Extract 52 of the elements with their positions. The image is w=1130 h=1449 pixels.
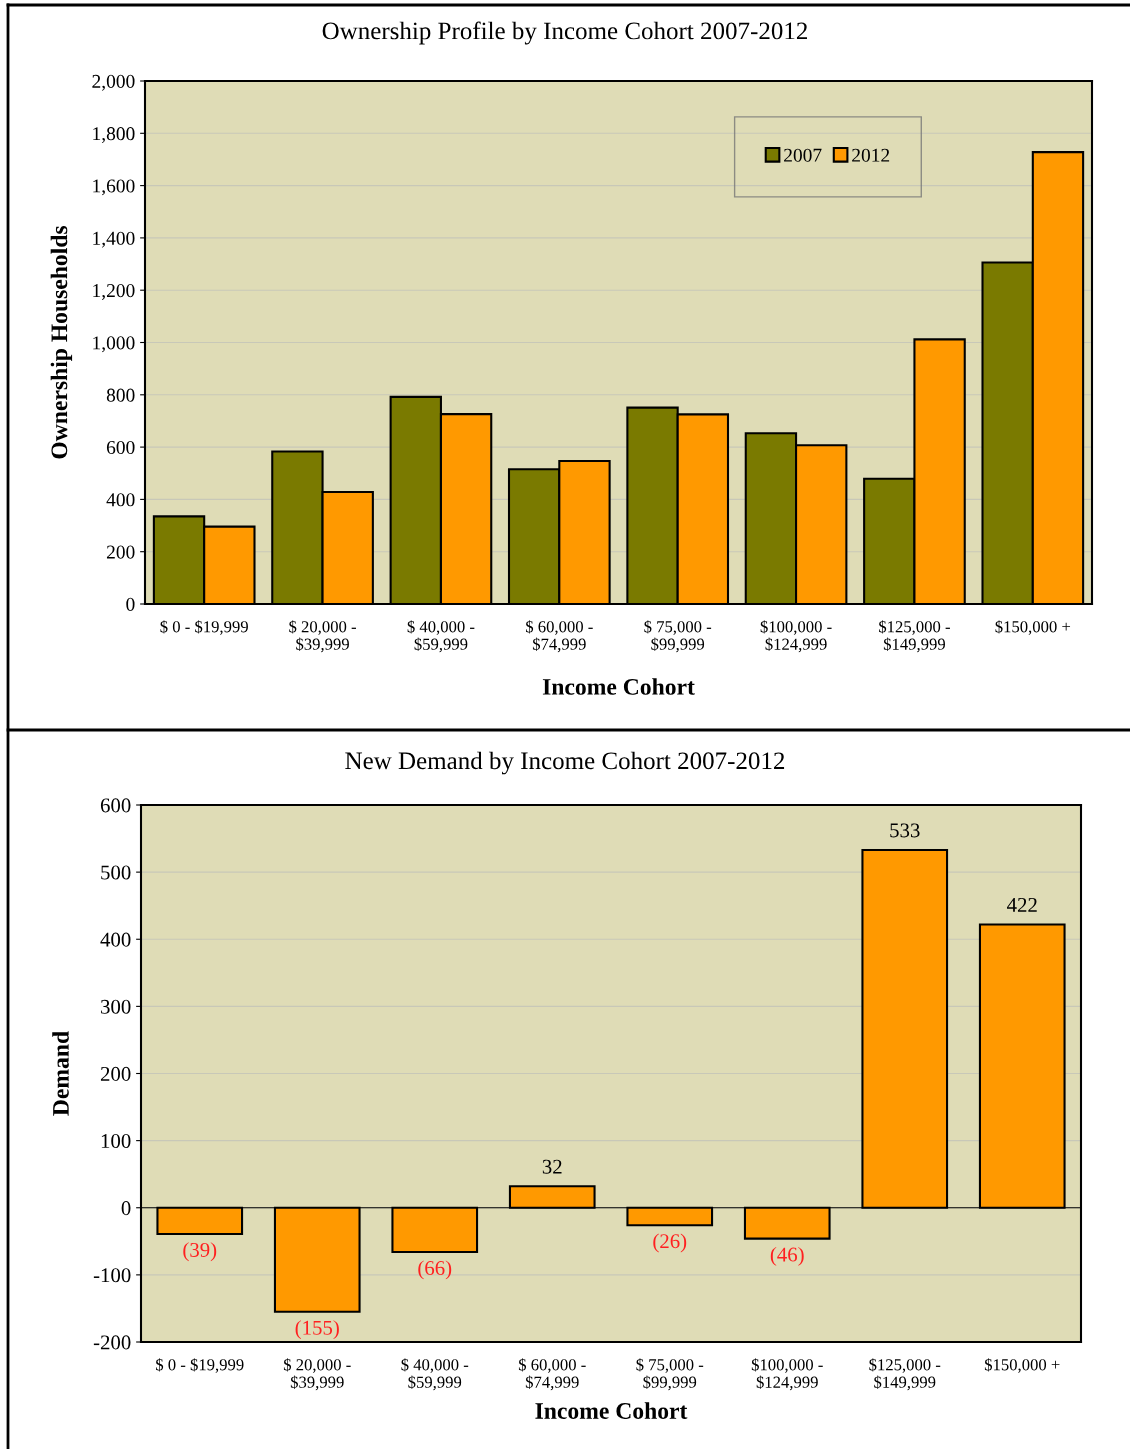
x-tick-label: $125,000 - $149,999 bbox=[869, 1358, 941, 1391]
x-tick-label: $150,000 + bbox=[984, 1358, 1060, 1373]
x-tick-label: $150,000 + bbox=[995, 620, 1071, 635]
y-tick-label: -100 bbox=[93, 1268, 131, 1283]
y-tick-label: 400 bbox=[100, 932, 131, 947]
data-label: (66) bbox=[418, 1260, 452, 1280]
x-axis-title: Income Cohort bbox=[535, 1402, 688, 1419]
y-axis-title: Demand bbox=[52, 1031, 69, 1116]
data-label: 422 bbox=[1007, 897, 1037, 912]
y-tick-label: 1,000 bbox=[93, 336, 135, 353]
x-tick-label: $ 20,000 - $39,999 bbox=[289, 620, 356, 653]
y-tick-label: 400 bbox=[106, 493, 135, 507]
x-tick-label: $ 40,000 - $59,999 bbox=[407, 620, 475, 653]
y-tick-label: 800 bbox=[106, 388, 135, 402]
data-label: (39) bbox=[183, 1242, 217, 1262]
legend-label: 2007 bbox=[784, 148, 822, 162]
chart-title: New Demand by Income Cohort 2007-2012 bbox=[345, 751, 785, 775]
y-tick-label: -200 bbox=[93, 1335, 131, 1350]
data-label: (26) bbox=[653, 1233, 687, 1253]
y-tick-label: 200 bbox=[106, 545, 135, 559]
y-tick-label: 600 bbox=[100, 798, 131, 813]
y-tick-label: 1,400 bbox=[93, 231, 135, 248]
y-tick-label: 200 bbox=[100, 1066, 131, 1081]
y-tick-label: 1,800 bbox=[93, 127, 135, 144]
data-label: (155) bbox=[295, 1320, 339, 1340]
x-tick-label: $ 75,000 - $99,999 bbox=[636, 1358, 704, 1391]
y-tick-label: 1,200 bbox=[93, 284, 135, 300]
y-tick-label: 0 bbox=[126, 597, 135, 611]
y-tick-label: 100 bbox=[101, 1134, 131, 1149]
x-tick-label: $ 0 - $19,999 bbox=[156, 1358, 244, 1373]
x-tick-label: $ 60,000 - $74,999 bbox=[526, 620, 593, 653]
x-tick-label: $100,000 - $124,999 bbox=[751, 1358, 823, 1391]
y-tick-label: 300 bbox=[101, 999, 131, 1014]
legend-label: 2012 bbox=[852, 148, 890, 162]
y-tick-label: 600 bbox=[106, 440, 135, 455]
x-tick-label: $ 60,000 - $74,999 bbox=[518, 1358, 586, 1391]
y-axis-title: Ownership Households bbox=[50, 225, 73, 459]
y-tick-label: 1,600 bbox=[93, 179, 135, 196]
y-tick-label: 2,000 bbox=[92, 74, 135, 91]
x-tick-label: $ 0 - $19,999 bbox=[160, 620, 248, 635]
x-axis-title: Income Cohort bbox=[542, 678, 695, 695]
x-tick-label: $ 20,000 - $39,999 bbox=[283, 1358, 351, 1391]
y-tick-label: 500 bbox=[101, 865, 131, 880]
x-tick-label: $ 40,000 - $59,999 bbox=[401, 1358, 469, 1391]
data-label: (46) bbox=[770, 1246, 804, 1266]
y-tick-label: 0 bbox=[121, 1201, 131, 1216]
x-tick-label: $100,000 - $124,999 bbox=[760, 620, 832, 653]
data-label: 32 bbox=[542, 1159, 562, 1174]
data-label: 533 bbox=[890, 823, 920, 838]
chart-title: Ownership Profile by Income Cohort 2007-2012 bbox=[322, 21, 807, 45]
x-tick-label: $125,000 - $149,999 bbox=[879, 620, 950, 653]
x-tick-label: $ 75,000 - $99,999 bbox=[644, 620, 712, 653]
